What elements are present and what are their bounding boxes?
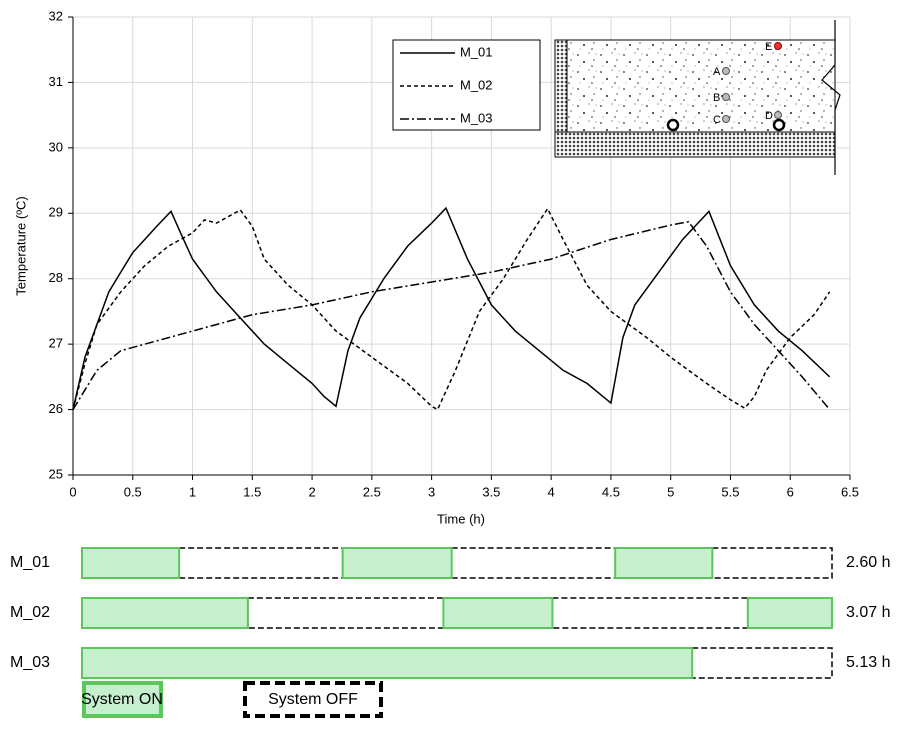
on-segment: [748, 598, 832, 628]
on-segment: [82, 598, 248, 628]
y-tick-label: 30: [49, 139, 63, 154]
y-axis-title: Temperature (ºC): [13, 196, 28, 295]
series-line: [73, 222, 830, 410]
x-tick-label: 3.5: [482, 484, 500, 499]
inset-label: C: [713, 114, 721, 126]
x-tick-label: 6.5: [841, 484, 859, 499]
on-segment: [443, 598, 552, 628]
inset-schematic: A B C D E: [555, 20, 840, 175]
off-segment: [712, 548, 832, 578]
legend-label: M_03: [460, 110, 493, 125]
on-segment: [615, 548, 712, 578]
legend-off-label: System OFF: [268, 691, 358, 708]
row-label: M_01: [10, 554, 50, 571]
legend-label: M_01: [460, 44, 493, 59]
inset-label: B: [713, 92, 720, 104]
on-segment: [82, 648, 692, 678]
off-segment: [452, 548, 616, 578]
x-axis-title: Time (h): [437, 511, 485, 526]
row-label: M_03: [10, 654, 50, 671]
inset-label: A: [713, 66, 721, 78]
off-segment: [179, 548, 343, 578]
x-tick-label: 0: [69, 484, 76, 499]
off-segment: [552, 598, 747, 628]
inset-label: E: [765, 41, 772, 53]
y-tick-label: 28: [49, 270, 63, 285]
off-segment: [248, 598, 443, 628]
y-tick-label: 32: [49, 8, 63, 23]
y-tick-label: 26: [49, 401, 63, 416]
series-line: [73, 209, 830, 410]
x-tick-label: 3: [428, 484, 435, 499]
x-tick-label: 1: [189, 484, 196, 499]
x-tick-label: 2: [308, 484, 315, 499]
total-label: 2.60 h: [846, 554, 890, 571]
on-segment: [82, 548, 179, 578]
legend-label: M_02: [460, 77, 493, 92]
x-tick-label: 5.5: [721, 484, 739, 499]
y-tick-label: 27: [49, 336, 63, 351]
legend-on-label: System ON: [81, 691, 163, 708]
x-tick-label: 4.5: [602, 484, 620, 499]
x-tick-label: 5: [667, 484, 674, 499]
x-tick-label: 1.5: [243, 484, 261, 499]
inset-label: D: [765, 110, 773, 122]
x-tick-label: 6: [787, 484, 794, 499]
y-tick-label: 25: [49, 466, 63, 481]
total-label: 3.07 h: [846, 604, 890, 621]
y-tick-label: 31: [49, 74, 63, 89]
off-segment: [692, 648, 832, 678]
x-tick-label: 0.5: [124, 484, 142, 499]
x-tick-label: 4: [548, 484, 555, 499]
x-tick-label: 2.5: [363, 484, 381, 499]
chart: A B C D E Time (h) Temperature (ºC) 2526…: [0, 0, 910, 746]
on-segment: [343, 548, 452, 578]
row-label: M_02: [10, 604, 50, 621]
total-label: 5.13 h: [846, 654, 890, 671]
y-tick-label: 29: [49, 205, 63, 220]
